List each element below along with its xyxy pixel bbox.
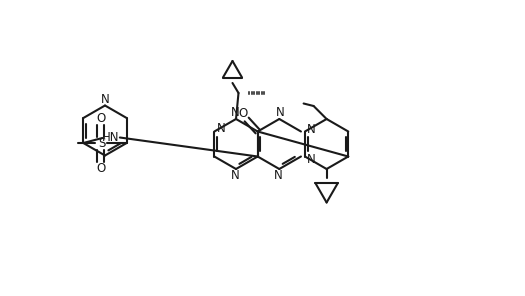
Text: N: N [307,152,316,165]
Text: N: N [230,169,239,182]
Text: N: N [217,122,226,135]
Text: O: O [96,162,106,175]
Text: N: N [230,106,239,119]
Text: HN: HN [102,131,120,144]
Text: O: O [96,112,106,125]
Text: N: N [101,93,109,105]
Text: N: N [307,123,316,136]
Text: S: S [98,136,106,149]
Text: O: O [238,107,248,120]
Text: N: N [274,169,282,182]
Text: N: N [276,106,285,119]
